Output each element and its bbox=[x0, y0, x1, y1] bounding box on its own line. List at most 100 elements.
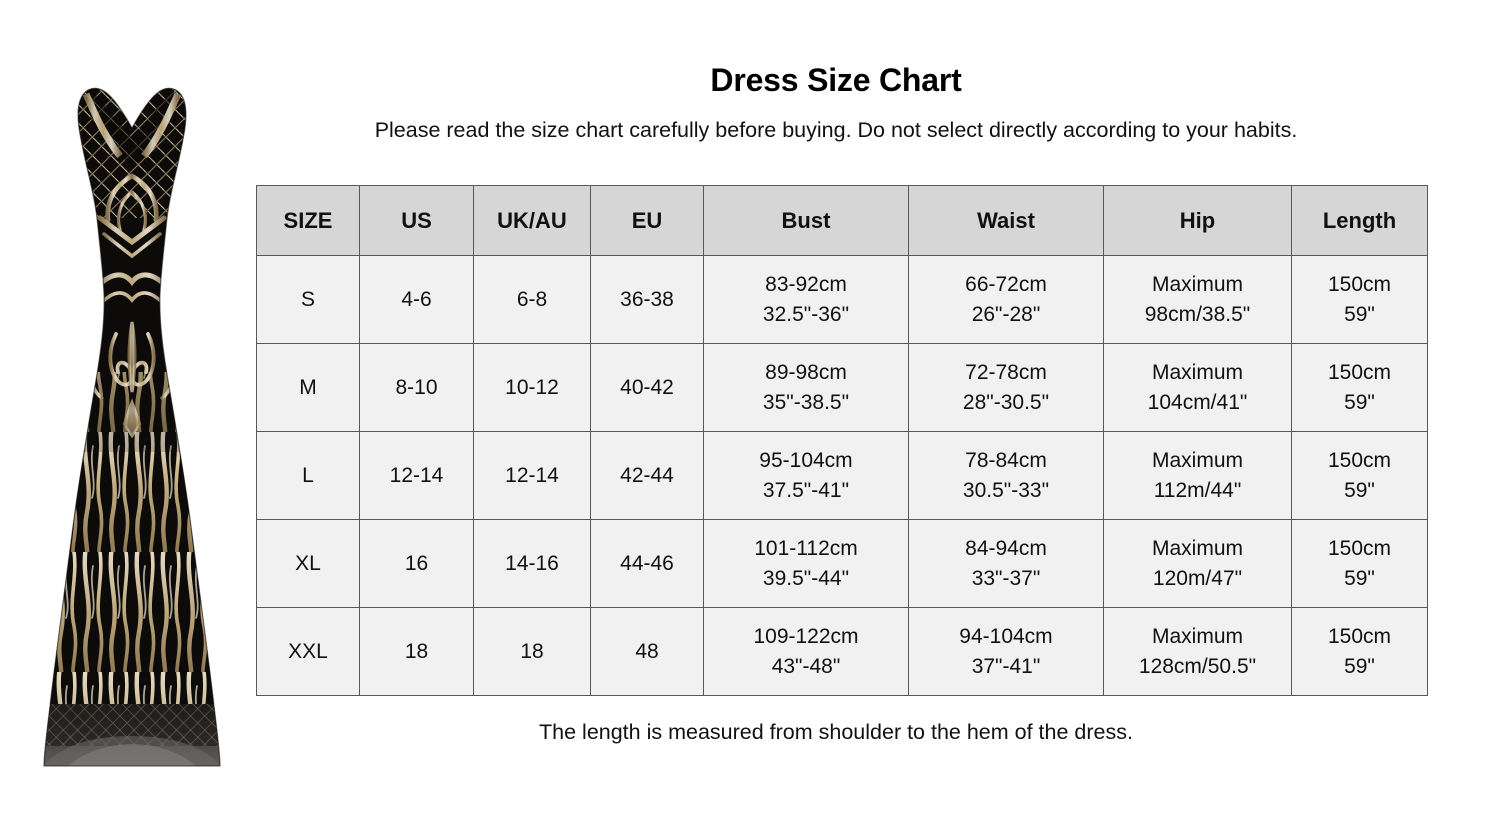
waist-cm: 78-84cm bbox=[965, 448, 1047, 472]
table-row: S 4-6 6-8 36-38 83-92cm 32.5"-36" 66-72c… bbox=[256, 255, 1428, 344]
cell-hip: Maximum 112m/44" bbox=[1103, 431, 1292, 520]
cell-bust: 89-98cm 35"-38.5" bbox=[703, 343, 909, 432]
cell-uk-au: 6-8 bbox=[473, 255, 591, 344]
cell-bust: 83-92cm 32.5"-36" bbox=[703, 255, 909, 344]
hip-label: Maximum bbox=[1151, 536, 1243, 560]
length-cm: 150cm bbox=[1327, 536, 1392, 560]
hip-value: 128cm/50.5" bbox=[1138, 654, 1257, 678]
bust-cm: 83-92cm bbox=[765, 272, 847, 296]
cell-us: 16 bbox=[359, 519, 474, 608]
cell-size: S bbox=[256, 255, 360, 344]
waist-in: 28"-30.5" bbox=[962, 390, 1050, 414]
waist-in: 33"-37" bbox=[971, 566, 1041, 590]
column-header-hip: Hip bbox=[1103, 185, 1292, 256]
hip-value: 104cm/41" bbox=[1147, 390, 1248, 414]
cell-bust: 109-122cm 43"-48" bbox=[703, 607, 909, 696]
cell-hip: Maximum 128cm/50.5" bbox=[1103, 607, 1292, 696]
hip-label: Maximum bbox=[1151, 624, 1243, 648]
cell-waist: 72-78cm 28"-30.5" bbox=[908, 343, 1104, 432]
length-in: 59" bbox=[1344, 390, 1375, 414]
bust-cm: 95-104cm bbox=[759, 448, 853, 472]
column-header-bust: Bust bbox=[703, 185, 909, 256]
cell-us: 18 bbox=[359, 607, 474, 696]
waist-in: 30.5"-33" bbox=[962, 478, 1050, 502]
bust-cm: 89-98cm bbox=[765, 360, 847, 384]
column-header-us: US bbox=[359, 185, 474, 256]
cell-length: 150cm 59" bbox=[1291, 431, 1428, 520]
waist-cm: 72-78cm bbox=[965, 360, 1047, 384]
table-header-row: SIZE US UK/AU EU Bust Waist Hip Length bbox=[256, 185, 1428, 256]
cell-hip: Maximum 120m/47" bbox=[1103, 519, 1292, 608]
bust-in: 43"-48" bbox=[771, 654, 841, 678]
cell-uk-au: 12-14 bbox=[473, 431, 591, 520]
length-cm: 150cm bbox=[1327, 448, 1392, 472]
waist-in: 37"-41" bbox=[971, 654, 1041, 678]
table-row: XL 16 14-16 44-46 101-112cm 39.5"-44" 84… bbox=[256, 519, 1428, 608]
cell-length: 150cm 59" bbox=[1291, 343, 1428, 432]
length-footnote: The length is measured from shoulder to … bbox=[539, 720, 1133, 744]
chart-content: Dress Size Chart Please read the size ch… bbox=[256, 0, 1500, 823]
bust-in: 37.5"-41" bbox=[762, 478, 850, 502]
table-row: M 8-10 10-12 40-42 89-98cm 35"-38.5" 72-… bbox=[256, 343, 1428, 432]
cell-length: 150cm 59" bbox=[1291, 255, 1428, 344]
cell-length: 150cm 59" bbox=[1291, 607, 1428, 696]
hip-value: 120m/47" bbox=[1152, 566, 1243, 590]
cell-us: 12-14 bbox=[359, 431, 474, 520]
size-chart-table: SIZE US UK/AU EU Bust Waist Hip Length S… bbox=[256, 185, 1428, 696]
length-in: 59" bbox=[1344, 478, 1375, 502]
cell-size: XL bbox=[256, 519, 360, 608]
cell-bust: 101-112cm 39.5"-44" bbox=[703, 519, 909, 608]
dress-product-image bbox=[28, 72, 236, 784]
waist-cm: 66-72cm bbox=[965, 272, 1047, 296]
length-cm: 150cm bbox=[1327, 624, 1392, 648]
cell-uk-au: 10-12 bbox=[473, 343, 591, 432]
cell-size: M bbox=[256, 343, 360, 432]
cell-waist: 66-72cm 26"-28" bbox=[908, 255, 1104, 344]
waist-cm: 84-94cm bbox=[965, 536, 1047, 560]
cell-eu: 42-44 bbox=[590, 431, 704, 520]
length-in: 59" bbox=[1344, 302, 1375, 326]
bust-in: 39.5"-44" bbox=[762, 566, 850, 590]
hip-label: Maximum bbox=[1151, 448, 1243, 472]
column-header-waist: Waist bbox=[908, 185, 1104, 256]
length-cm: 150cm bbox=[1327, 272, 1392, 296]
column-header-eu: EU bbox=[590, 185, 704, 256]
waist-in: 26"-28" bbox=[971, 302, 1041, 326]
dress-illustration bbox=[28, 72, 236, 784]
length-in: 59" bbox=[1344, 566, 1375, 590]
cell-length: 150cm 59" bbox=[1291, 519, 1428, 608]
cell-hip: Maximum 104cm/41" bbox=[1103, 343, 1292, 432]
cell-waist: 84-94cm 33"-37" bbox=[908, 519, 1104, 608]
cell-eu: 44-46 bbox=[590, 519, 704, 608]
column-header-uk-au: UK/AU bbox=[473, 185, 591, 256]
cell-us: 4-6 bbox=[359, 255, 474, 344]
page-subtitle: Please read the size chart carefully bef… bbox=[374, 118, 1298, 142]
length-cm: 150cm bbox=[1327, 360, 1392, 384]
cell-eu: 36-38 bbox=[590, 255, 704, 344]
column-header-size: SIZE bbox=[256, 185, 360, 256]
bust-in: 32.5"-36" bbox=[762, 302, 850, 326]
waist-cm: 94-104cm bbox=[959, 624, 1053, 648]
table-body: S 4-6 6-8 36-38 83-92cm 32.5"-36" 66-72c… bbox=[256, 255, 1428, 696]
cell-uk-au: 14-16 bbox=[473, 519, 591, 608]
length-in: 59" bbox=[1344, 654, 1375, 678]
cell-waist: 94-104cm 37"-41" bbox=[908, 607, 1104, 696]
table-row: XXL 18 18 48 109-122cm 43"-48" 94-104cm … bbox=[256, 607, 1428, 696]
bust-cm: 109-122cm bbox=[753, 624, 859, 648]
page-title: Dress Size Chart bbox=[710, 62, 962, 98]
cell-size: XXL bbox=[256, 607, 360, 696]
cell-size: L bbox=[256, 431, 360, 520]
cell-hip: Maximum 98cm/38.5" bbox=[1103, 255, 1292, 344]
hip-value: 112m/44" bbox=[1153, 478, 1242, 502]
hip-label: Maximum bbox=[1151, 272, 1243, 296]
cell-eu: 40-42 bbox=[590, 343, 704, 432]
cell-us: 8-10 bbox=[359, 343, 474, 432]
cell-eu: 48 bbox=[590, 607, 704, 696]
cell-uk-au: 18 bbox=[473, 607, 591, 696]
bust-in: 35"-38.5" bbox=[762, 390, 850, 414]
table-header: SIZE US UK/AU EU Bust Waist Hip Length bbox=[256, 185, 1428, 256]
column-header-length: Length bbox=[1291, 185, 1428, 256]
table-row: L 12-14 12-14 42-44 95-104cm 37.5"-41" 7… bbox=[256, 431, 1428, 520]
product-image-pane bbox=[0, 0, 256, 823]
hip-value: 98cm/38.5" bbox=[1144, 302, 1251, 326]
